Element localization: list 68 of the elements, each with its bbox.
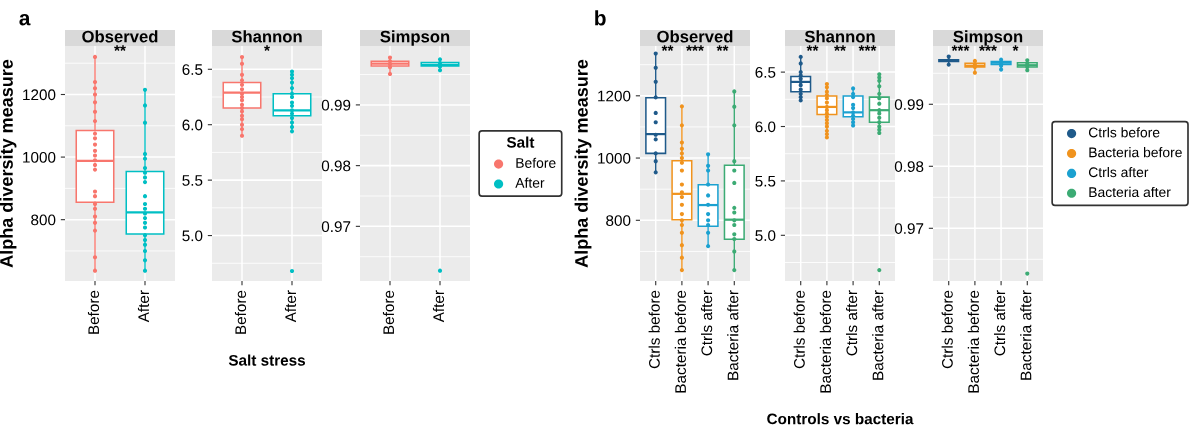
x-tick-label: Ctrls after [700,290,713,356]
y-tick-label: 6.0 [755,121,776,133]
x-tick-label: Bacteria after [872,290,884,380]
legend-label: Bacteria before [1089,147,1182,158]
y-tick-label: 6.0 [182,119,203,131]
y-tick-label: 800 [31,214,56,226]
annotation: ** [114,45,126,51]
chart-title: Simpson [953,30,1023,46]
x-tick-label: Before [87,290,100,334]
legend-label: Ctrls after [1088,166,1149,178]
y-tick-label: 5.0 [182,230,203,242]
legend-label: After [515,177,545,188]
x-tick-label: Bacteria after [727,290,739,380]
annotation: *** [979,45,997,51]
x-tick-label: After [284,290,297,323]
chart-title: Shannon [804,30,875,43]
y-tick-label: 0.99 [894,99,924,110]
annotation: ** [806,45,819,51]
annotation: * [264,45,270,51]
x-axis-title: Controls vs bacteria [767,413,914,425]
annotation: ** [716,45,729,51]
y-tick-label: 5.0 [755,230,776,241]
y-tick-label: 0.97 [894,223,924,234]
annotation: *** [686,45,704,51]
chart-title: Observed [657,30,733,43]
x-tick-label: Ctrls after [845,290,858,356]
y-axis-title: Alpha diversity measure [574,59,592,268]
y-tick-label: 5.5 [182,175,203,186]
legend-label: Before [516,157,556,168]
y-tick-label: 5.5 [755,175,776,187]
chart-title: Observed [82,30,158,43]
chart-title: Shannon [231,30,302,43]
x-tick-label: Bacteria before [819,290,832,393]
x-tick-label: Bacteria after [1020,290,1032,380]
x-tick-label: After [432,290,445,323]
y-tick-label: 0.99 [321,99,351,111]
x-tick-label: Ctrls before [648,290,660,369]
y-tick-label: 1200 [23,89,56,101]
y-tick-label: 0.98 [894,161,924,172]
x-tick-label: Ctrls before [941,290,953,369]
annotation: ** [834,45,846,51]
x-tick-label: After [137,290,150,323]
x-axis-title: Salt stress [228,354,306,366]
y-tick-label: 0.98 [321,160,351,172]
annotation: *** [951,45,970,51]
annotation: ** [661,45,674,51]
x-tick-label: Before [382,290,395,334]
x-tick-label: Ctrls after [993,290,1006,356]
annotation: *** [858,45,877,51]
x-tick-label: Ctrls before [793,290,805,369]
text: a [19,14,31,26]
annotation: * [1012,45,1019,51]
chart-title: Simpson [380,30,450,46]
text: b [595,10,606,26]
x-tick-label: Bacteria before [967,290,980,393]
y-tick-label: 800 [606,215,631,226]
y-tick-label: 6.5 [182,64,203,75]
legend-label: Bacteria after [1089,186,1171,198]
y-tick-label: 0.97 [321,221,351,233]
y-tick-label: 6.5 [755,66,776,78]
legend-label: Ctrls before [1088,127,1160,138]
y-tick-label: 1000 [598,152,631,164]
y-tick-label: 1200 [598,90,631,102]
legend-title: Salt [506,136,535,148]
x-tick-label: Before [234,290,247,334]
y-tick-label: 1000 [23,151,56,163]
y-axis-title: Alpha diversity measure [0,59,17,268]
x-tick-label: Bacteria before [674,290,687,393]
